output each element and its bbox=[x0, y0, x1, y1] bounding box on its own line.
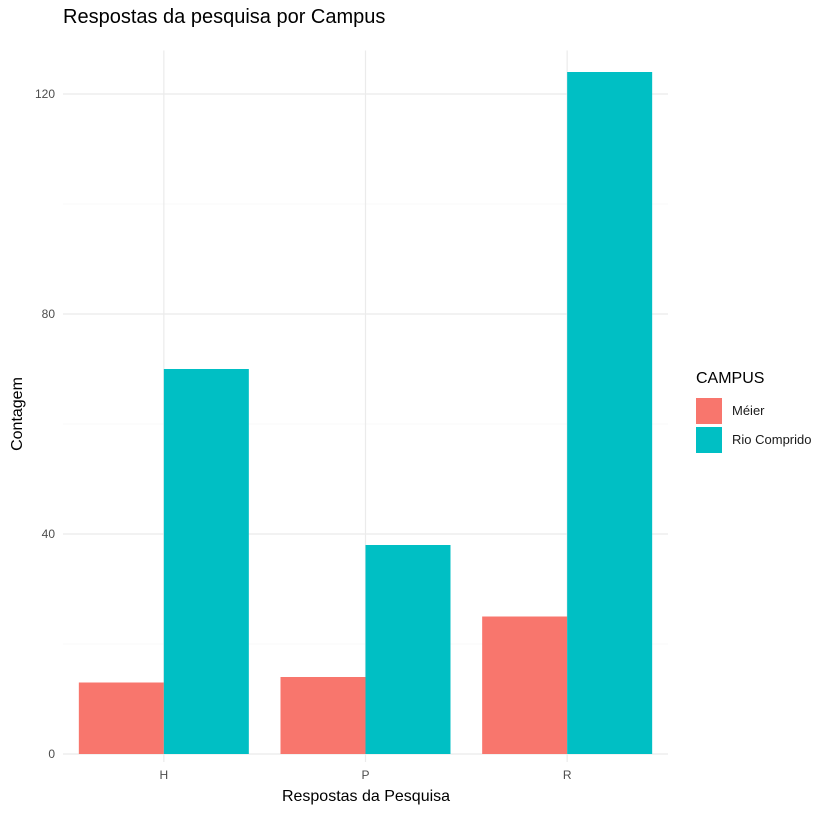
x-axis-label: Respostas da Pesquisa bbox=[282, 788, 450, 805]
legend-label-meier: Méier bbox=[732, 403, 765, 418]
y-axis-ticks: 0 40 80 120 bbox=[35, 87, 55, 761]
x-tick-label: H bbox=[159, 768, 168, 782]
chart-title: Respostas da pesquisa por Campus bbox=[63, 6, 386, 28]
bar-meier-H bbox=[78, 682, 164, 754]
y-tick-label: 0 bbox=[48, 747, 55, 761]
legend-item-meier: Méier bbox=[696, 396, 811, 425]
bar-meier-R bbox=[482, 616, 568, 754]
bar-meier-P bbox=[280, 677, 366, 754]
y-axis-label: Contagem bbox=[9, 377, 26, 451]
y-tick-label: 80 bbox=[42, 307, 56, 321]
legend-item-rio-comprido: Rio Comprido bbox=[696, 425, 811, 454]
legend-title: CAMPUS bbox=[696, 370, 765, 387]
y-tick-label: 40 bbox=[42, 527, 56, 541]
legend-key-meier bbox=[696, 397, 722, 424]
bar-rio-comprido-R bbox=[567, 72, 653, 754]
legend-label-rio-comprido: Rio Comprido bbox=[732, 432, 812, 447]
legend: CAMPUS Méier Rio Comprido bbox=[696, 370, 811, 454]
legend-key-rio-comprido bbox=[696, 426, 722, 453]
bar-rio-comprido-P bbox=[365, 545, 451, 754]
x-tick-label: R bbox=[563, 768, 572, 782]
y-tick-label: 120 bbox=[35, 87, 55, 101]
bars bbox=[78, 72, 653, 754]
bar-rio-comprido-H bbox=[163, 369, 249, 754]
x-tick-label: P bbox=[361, 768, 369, 782]
